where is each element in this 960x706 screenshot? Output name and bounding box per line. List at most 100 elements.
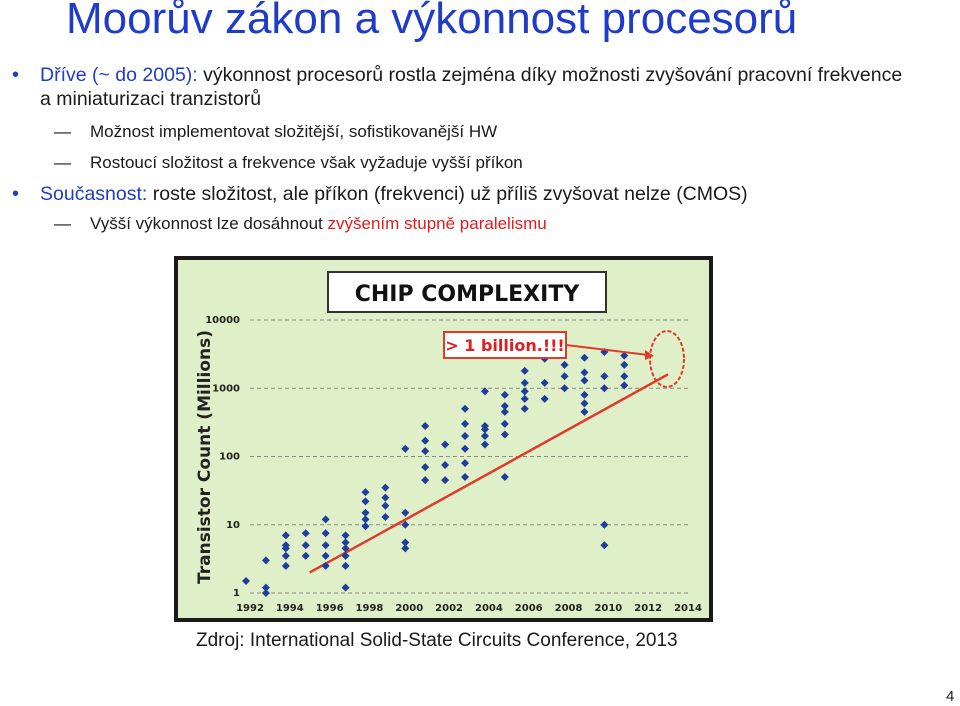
data-point — [401, 444, 410, 453]
data-point — [520, 387, 529, 396]
data-point — [421, 476, 430, 485]
page-number: 4 — [946, 688, 955, 705]
data-point — [540, 394, 549, 403]
y-tick-label: 10 — [226, 520, 240, 531]
x-tick-label: 2010 — [594, 603, 622, 614]
data-point — [341, 538, 350, 547]
data-point — [321, 551, 330, 560]
bullet-present-lead: Současnost: — [40, 183, 148, 205]
y-tick-label: 100 — [219, 452, 240, 463]
data-point — [361, 522, 370, 531]
data-point — [381, 501, 390, 510]
data-point — [281, 541, 290, 550]
data-point — [520, 378, 529, 387]
chart-frame: CHIP COMPLEXITY 1 10 100 1000 10000 1992 1994 19… — [174, 256, 713, 622]
dash-icon: — — [54, 122, 71, 141]
data-point — [361, 508, 370, 517]
data-point — [461, 431, 470, 440]
x-tick-label: 2002 — [435, 603, 463, 614]
data-point — [500, 430, 509, 439]
x-tick-label: 2012 — [634, 603, 662, 614]
data-point — [480, 425, 489, 434]
chip-complexity-chart: CHIP COMPLEXITY 1 10 100 1000 10000 1992 1994 19… — [195, 271, 702, 614]
bullet-earlier-lead: Dříve (~ do 2005): — [40, 64, 198, 86]
data-point — [600, 372, 609, 381]
data-point — [381, 483, 390, 492]
y-tick-label: 1 — [233, 588, 240, 599]
subpoint-parallelism-text: Vyšší výkonnost lze dosáhnout zvýšením s… — [90, 214, 547, 234]
data-point — [480, 387, 489, 396]
data-point — [500, 407, 509, 416]
chart-title: CHIP COMPLEXITY — [355, 282, 581, 307]
bullet-dot-icon: • — [12, 64, 20, 86]
data-point — [520, 366, 529, 375]
data-point — [261, 556, 270, 565]
data-point — [580, 399, 589, 408]
data-point — [500, 390, 509, 399]
data-point — [461, 404, 470, 413]
slide-title: Moorův zákon a výkonnost procesorů — [66, 0, 798, 43]
data-point — [361, 497, 370, 506]
data-point — [281, 551, 290, 560]
y-tick-label: 1000 — [212, 383, 240, 394]
data-point — [480, 431, 489, 440]
data-point — [261, 583, 270, 592]
data-point — [520, 394, 529, 403]
data-point — [560, 384, 569, 393]
data-point — [500, 401, 509, 410]
data-point — [580, 376, 589, 385]
source-caption: Zdroj: International Solid-State Circuit… — [196, 630, 678, 651]
data-point — [600, 520, 609, 529]
data-point — [620, 351, 629, 360]
data-point — [341, 551, 350, 560]
data-point — [401, 544, 410, 553]
bullet-dot-icon: • — [12, 183, 20, 205]
data-point — [600, 541, 609, 550]
data-point — [620, 360, 629, 369]
data-point — [421, 463, 430, 472]
data-point — [341, 544, 350, 553]
x-tick-label: 2006 — [515, 603, 543, 614]
bullet-earlier-rest: výkonnost procesorů rostla zejména díky … — [40, 64, 903, 110]
data-point — [441, 461, 450, 470]
data-point — [242, 576, 251, 585]
data-point — [361, 515, 370, 524]
data-point — [480, 440, 489, 449]
data-point — [461, 473, 470, 482]
data-point — [301, 529, 310, 538]
y-tick-label: 10000 — [205, 315, 240, 326]
trend-line — [309, 373, 669, 574]
data-point — [441, 440, 450, 449]
highlight-ellipse — [649, 330, 685, 388]
subpoint-power-text: Rostoucí složitost a frekvence však vyža… — [90, 153, 523, 172]
data-point — [620, 372, 629, 381]
annotation-text: > 1 billion.!!! — [445, 336, 564, 355]
data-point — [381, 493, 390, 502]
data-point — [281, 531, 290, 540]
x-tick-label: 2008 — [555, 603, 583, 614]
subpoint-parallelism-highlight: zvýšením stupně paralelismu — [327, 214, 547, 233]
chart-area: CHIP COMPLEXITY 1 10 100 1000 10000 1992 1994 19… — [178, 260, 709, 618]
data-point — [321, 529, 330, 538]
data-point — [401, 520, 410, 529]
data-point — [500, 419, 509, 428]
data-point — [321, 541, 330, 550]
data-point — [341, 583, 350, 592]
data-point — [500, 473, 509, 482]
data-point — [421, 447, 430, 456]
x-tick-label: 1994 — [276, 603, 304, 614]
data-point — [520, 404, 529, 413]
data-point — [560, 372, 569, 381]
x-tick-label: 2004 — [475, 603, 503, 614]
x-tick-label: 2014 — [674, 603, 702, 614]
data-point — [361, 488, 370, 497]
data-point — [341, 561, 350, 570]
data-point — [461, 419, 470, 428]
data-point — [580, 407, 589, 416]
bullet-present-text: Současnost: roste složitost, ale příkon … — [40, 182, 748, 206]
bullet-earlier-text: Dříve (~ do 2005): výkonnost procesorů r… — [40, 63, 910, 111]
data-point — [301, 541, 310, 550]
dash-icon: — — [54, 153, 71, 172]
data-point — [421, 436, 430, 445]
data-point — [261, 589, 270, 597]
